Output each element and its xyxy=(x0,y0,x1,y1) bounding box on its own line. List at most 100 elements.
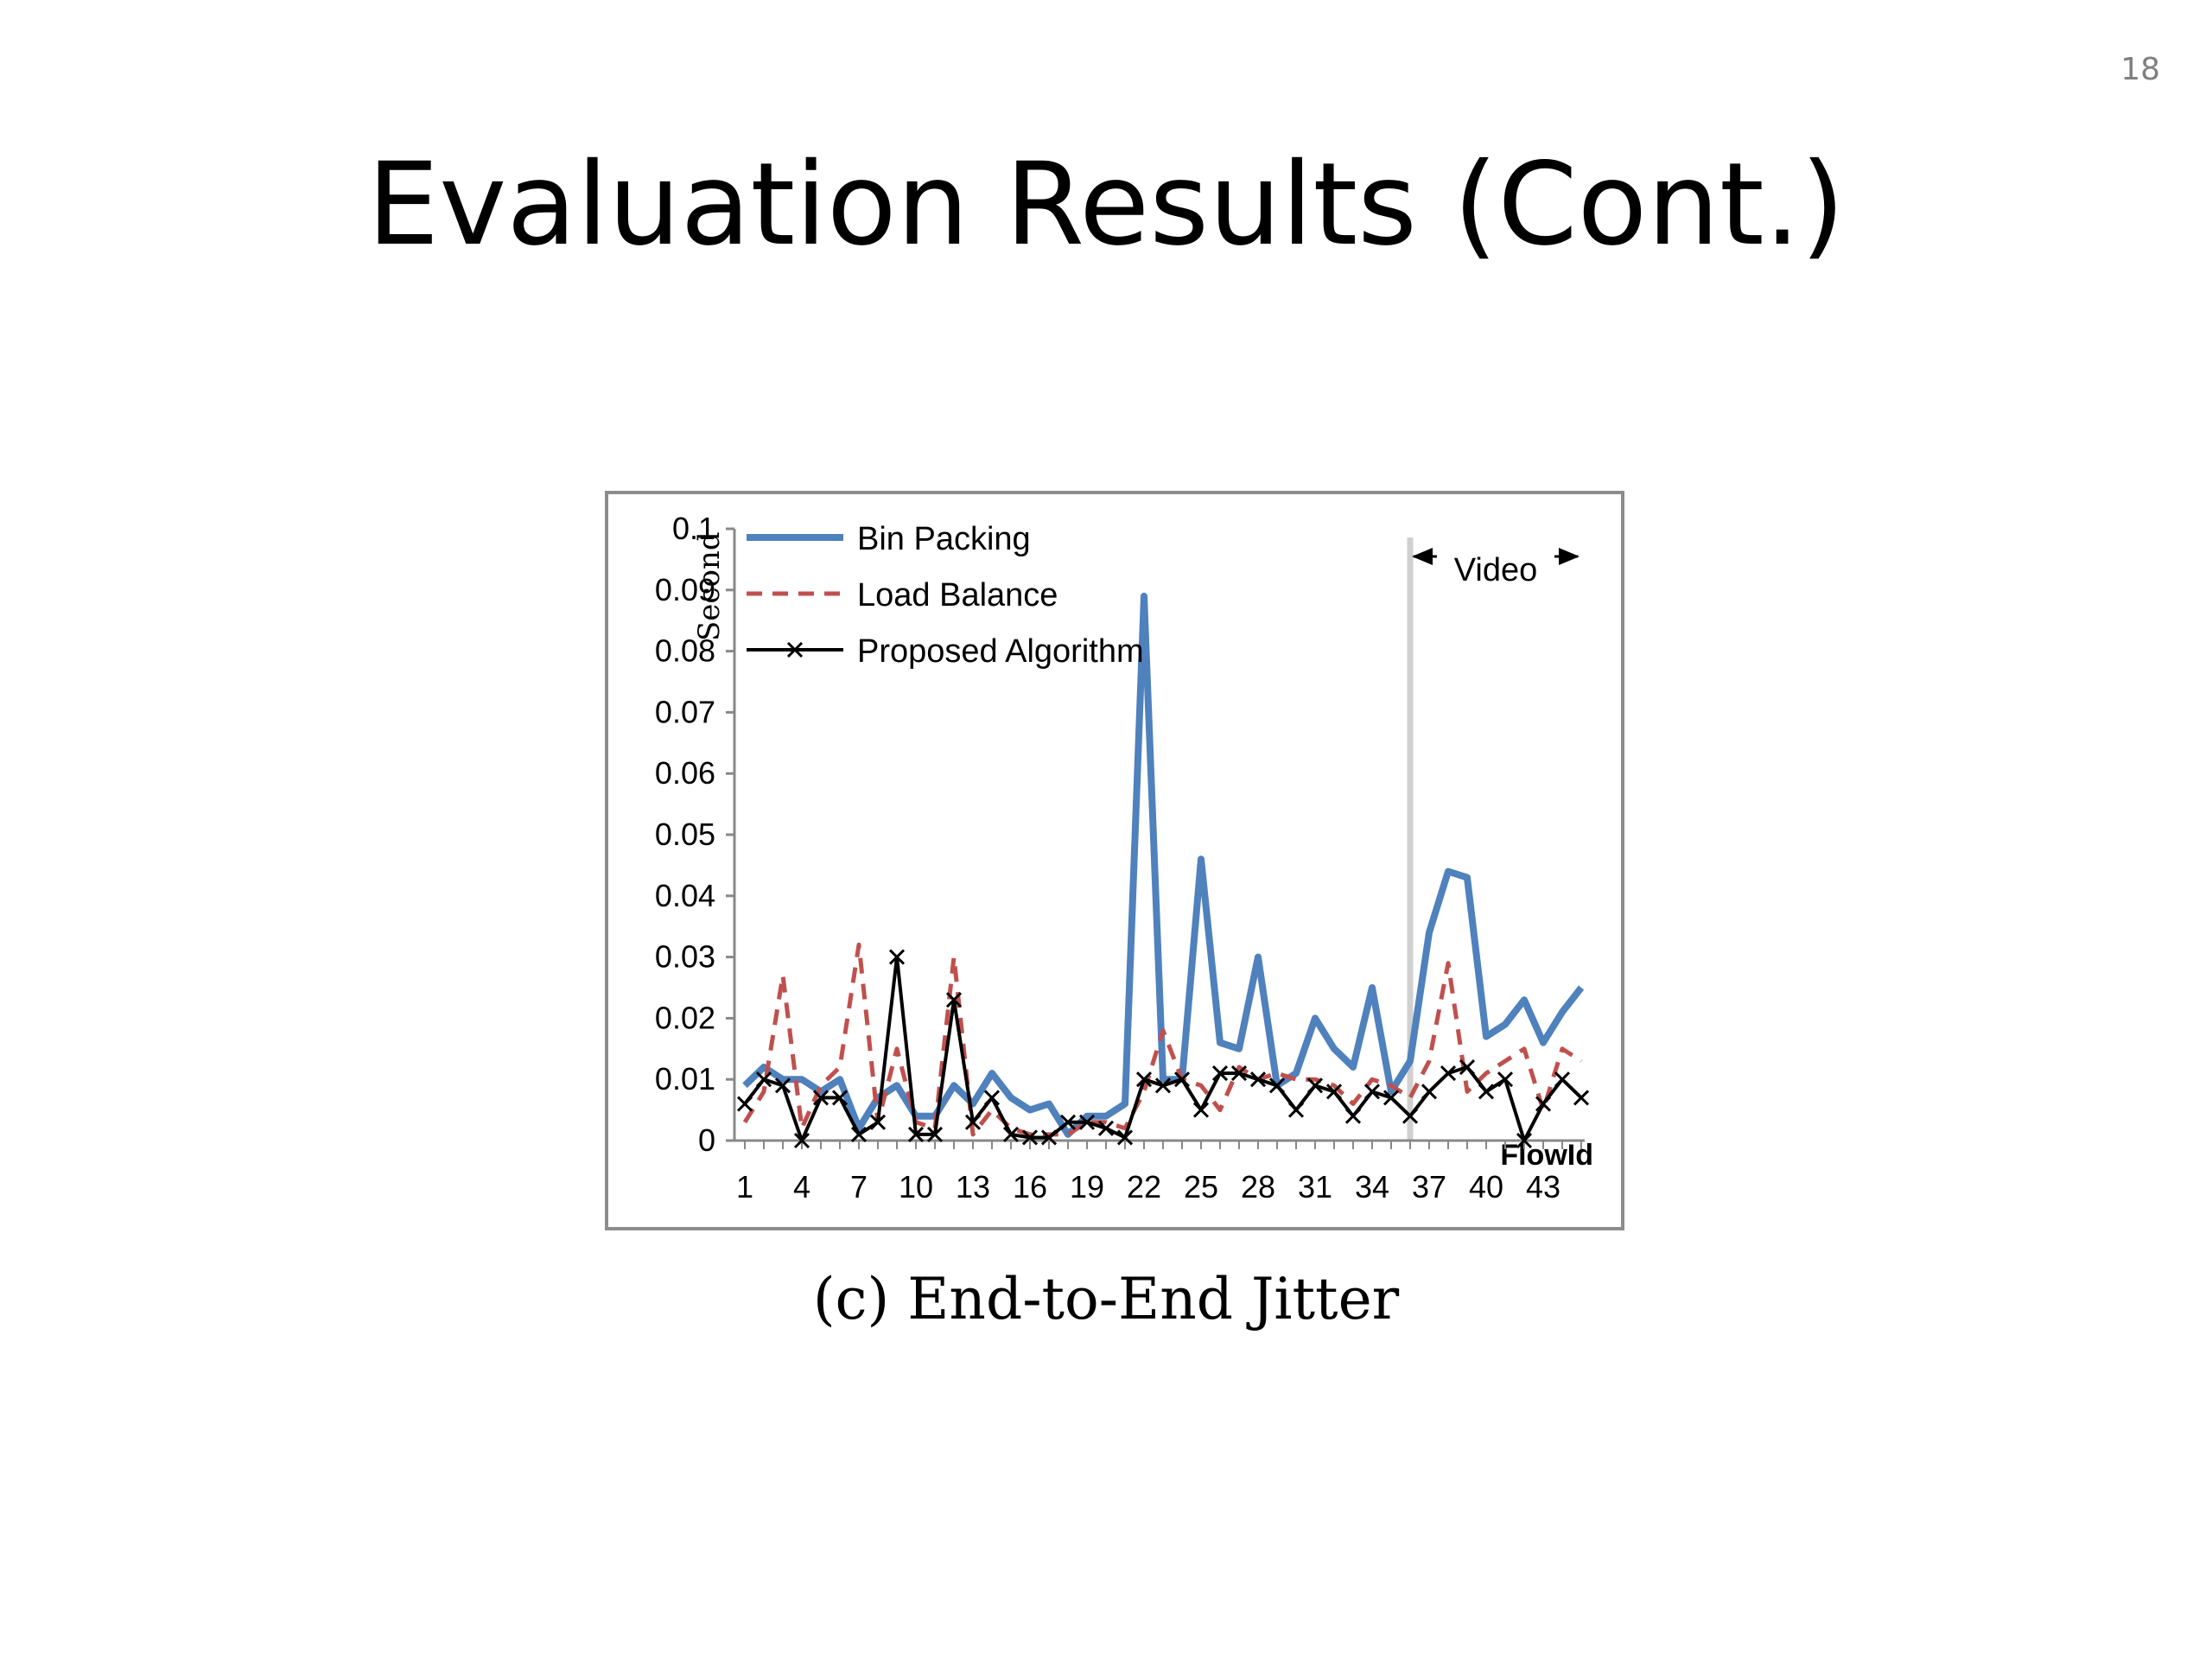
x-marker-stroke xyxy=(1363,1084,1381,1100)
x-tick-label: 25 xyxy=(1184,1169,1218,1205)
x-marker-stroke xyxy=(1135,1071,1153,1088)
x-marker-stroke xyxy=(831,1090,849,1106)
video-arrow-left xyxy=(1412,548,1433,565)
y-tick-label: 0.01 xyxy=(655,1061,715,1096)
x-tick-label: 10 xyxy=(899,1169,933,1205)
data-point-proposed-algorithm xyxy=(1135,1071,1153,1088)
data-point-proposed-algorithm xyxy=(812,1090,830,1106)
data-point-proposed-algorithm xyxy=(850,1126,868,1142)
y-tick-label: 0.09 xyxy=(655,572,715,607)
x-marker-stroke xyxy=(774,1077,791,1094)
video-label-bg xyxy=(1437,553,1554,588)
data-point-proposed-algorithm xyxy=(1325,1084,1343,1100)
x-marker-stroke xyxy=(983,1090,1001,1106)
x-marker-stroke xyxy=(1402,1108,1419,1124)
data-point-proposed-algorithm xyxy=(1154,1077,1172,1094)
x-marker-stroke xyxy=(1078,1114,1096,1130)
x-tick-label: 28 xyxy=(1241,1169,1275,1205)
data-point-proposed-algorithm xyxy=(1078,1114,1096,1130)
figure-caption: (c) End-to-End Jitter xyxy=(812,1266,1400,1332)
data-point-proposed-algorithm xyxy=(1363,1084,1381,1100)
x-marker-stroke xyxy=(1249,1071,1267,1088)
data-point-proposed-algorithm xyxy=(1230,1065,1248,1082)
y-tick-label: 0.05 xyxy=(655,817,715,852)
x-marker-stroke xyxy=(736,1096,753,1112)
x-marker-stroke xyxy=(945,992,963,1008)
x-marker-stroke xyxy=(1573,1090,1590,1106)
x-marker-stroke xyxy=(964,1114,982,1130)
x-marker-stroke xyxy=(1192,1102,1210,1118)
data-point-proposed-algorithm xyxy=(1497,1071,1514,1088)
x-marker-stroke xyxy=(1268,1077,1286,1094)
data-point-proposed-algorithm xyxy=(869,1114,887,1130)
x-marker-stroke xyxy=(1230,1065,1248,1082)
data-point-proposed-algorithm xyxy=(1554,1071,1571,1088)
legend-label-proposed-algorithm: Proposed Algorithm xyxy=(857,633,1144,670)
x-marker-stroke xyxy=(1040,1129,1058,1146)
data-point-proposed-algorithm xyxy=(736,1096,753,1112)
data-point-proposed-algorithm xyxy=(1192,1102,1210,1118)
slide-title: Evaluation Results (Cont.) xyxy=(366,138,1846,271)
data-point-proposed-algorithm xyxy=(1402,1108,1419,1124)
x-marker-stroke xyxy=(1097,1120,1115,1136)
x-marker-stroke xyxy=(1535,1096,1552,1112)
y-tick-label: 0.06 xyxy=(655,755,715,791)
data-point-proposed-algorithm xyxy=(793,1132,810,1149)
x-marker-stroke xyxy=(1306,1077,1324,1094)
data-point-proposed-algorithm xyxy=(907,1126,925,1142)
y-tick-label: 0.03 xyxy=(655,939,715,975)
data-point-proposed-algorithm xyxy=(1440,1065,1457,1082)
x-tick-label: 1 xyxy=(736,1169,753,1205)
y-tick-label: 0.07 xyxy=(655,694,715,729)
x-marker-stroke xyxy=(907,1126,925,1142)
y-tick-label: 0.1 xyxy=(672,511,715,546)
x-marker-stroke xyxy=(1478,1084,1495,1100)
x-marker-stroke xyxy=(850,1126,868,1142)
data-point-proposed-algorithm xyxy=(1344,1108,1362,1124)
x-marker-stroke xyxy=(1497,1071,1514,1088)
data-point-proposed-algorithm xyxy=(831,1090,849,1106)
x-tick-label: 31 xyxy=(1298,1169,1332,1205)
data-point-proposed-algorithm xyxy=(1382,1090,1400,1106)
x-marker-stroke xyxy=(755,1071,772,1088)
x-marker-stroke xyxy=(1059,1114,1077,1130)
x-marker-stroke xyxy=(1440,1065,1457,1082)
x-marker-stroke xyxy=(1382,1090,1400,1106)
legend-label-load-balance: Load Balance xyxy=(857,577,1058,613)
x-tick-label: 40 xyxy=(1469,1169,1503,1205)
data-point-proposed-algorithm xyxy=(1021,1129,1039,1146)
x-marker-stroke xyxy=(1211,1065,1229,1082)
y-tick-label: 0.02 xyxy=(655,1000,715,1035)
x-tick-label: 13 xyxy=(956,1169,990,1205)
x-marker-stroke xyxy=(869,1114,887,1130)
x-tick-label: 22 xyxy=(1127,1169,1161,1205)
x-marker-stroke xyxy=(926,1126,944,1142)
data-point-proposed-algorithm xyxy=(1116,1129,1134,1146)
x-marker-stroke xyxy=(793,1132,810,1149)
x-marker-stroke xyxy=(1554,1071,1571,1088)
x-marker-stroke xyxy=(1287,1102,1305,1118)
y-tick-label: 0.04 xyxy=(655,878,715,913)
data-point-proposed-algorithm xyxy=(1287,1102,1305,1118)
series-layer xyxy=(736,592,1590,1149)
x-marker-stroke xyxy=(812,1090,830,1106)
x-marker-stroke xyxy=(1154,1077,1172,1094)
x-marker-stroke xyxy=(1173,1071,1191,1088)
x-marker-stroke xyxy=(1325,1084,1343,1100)
legend-marker xyxy=(786,641,804,658)
y-axis-ticks: 0 0.01 0.02 0.03 0.04 0.05 0.06 0.07 0.08 0.09 0.1 xyxy=(655,511,734,1158)
data-point-proposed-algorithm xyxy=(1211,1065,1229,1082)
data-point-proposed-algorithm xyxy=(1040,1129,1058,1146)
data-point-proposed-algorithm xyxy=(1268,1077,1286,1094)
video-label: Video xyxy=(1454,552,1538,588)
x-tick-label: 7 xyxy=(850,1169,868,1205)
data-point-proposed-algorithm xyxy=(983,1090,1001,1106)
series-line-bin-packing xyxy=(742,592,1585,1138)
x-marker-stroke xyxy=(1002,1126,1020,1142)
data-point-proposed-algorithm xyxy=(1459,1058,1476,1076)
chart-legend: Bin Packing Load Balance Proposed Algorith… xyxy=(747,521,1144,670)
video-annotation: Video xyxy=(1407,537,1580,1141)
x-marker-stroke xyxy=(1459,1058,1476,1076)
data-point-proposed-algorithm xyxy=(755,1071,772,1088)
data-point-proposed-algorithm xyxy=(1516,1132,1533,1149)
